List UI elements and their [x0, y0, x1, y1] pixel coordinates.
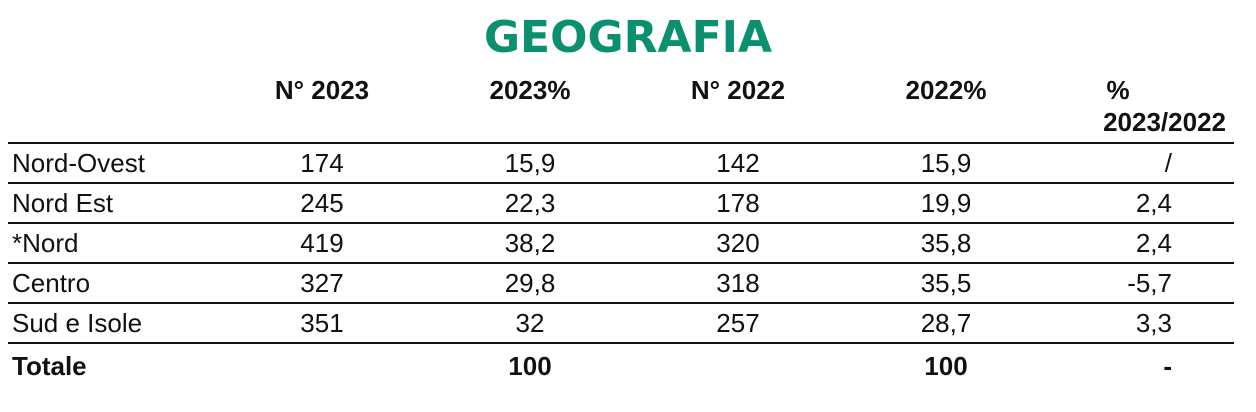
cell-n2023: 419	[218, 223, 426, 264]
cell-p2022: 19,9	[842, 183, 1050, 224]
cell-n2022: 142	[634, 143, 842, 184]
geography-table: N° 2023 2023% N° 2022 2022% % 2023/2022 …	[8, 70, 1234, 388]
total-cell-variation: -	[1163, 351, 1172, 381]
total-row: Totale 100 100 -	[8, 343, 1234, 388]
cell-p2023: 29,8	[426, 263, 634, 304]
cell-n2023: 351	[218, 303, 426, 344]
cell-n2022: 178	[634, 183, 842, 224]
column-header-variation: % 2023/2022	[1050, 70, 1234, 144]
table-row: Nord Est 245 22,3 178 19,9 2,4	[8, 183, 1234, 224]
table-row: Centro 327 29,8 318 35,5 -5,7	[8, 263, 1234, 304]
column-header-p2023: 2023%	[426, 70, 634, 144]
table-row: Sud e Isole 351 32 257 28,7 3,3	[8, 303, 1234, 344]
total-cell-p2023: 100	[508, 351, 552, 381]
cell-n2023: 327	[218, 263, 426, 304]
table-row: Nord-Ovest 174 15,9 142 15,9/	[8, 143, 1234, 184]
cell-variation: /	[1050, 143, 1234, 184]
row-label: Nord Est	[8, 183, 218, 224]
cell-p2022: 35,8	[842, 223, 1050, 264]
header-row: N° 2023 2023% N° 2022 2022% % 2023/2022	[8, 70, 1234, 144]
column-header-label	[8, 70, 218, 144]
cell-n2022: 257	[634, 303, 842, 344]
table-row: *Nord 419 38,2 320 35,8 2,4	[8, 223, 1234, 264]
cell-variation: 2,4	[1050, 223, 1234, 264]
row-label: Nord-Ovest	[8, 143, 218, 184]
table-title: GEOGRAFIA	[483, 12, 773, 63]
data-table-container: N° 2023 2023% N° 2022 2022% % 2023/2022 …	[8, 70, 1234, 388]
cell-p2022: 15,9	[842, 143, 1050, 184]
cell-n2022: 320	[634, 223, 842, 264]
cell-n2023: 174	[218, 143, 426, 184]
column-header-variation-line2: 2023/2022	[1103, 107, 1226, 137]
column-header-n2022: N° 2022	[634, 70, 842, 144]
cell-p2023: 15,9	[426, 143, 634, 184]
row-label: Centro	[8, 263, 218, 304]
total-cell-n2023	[218, 343, 426, 388]
cell-variation: -5,7	[1050, 263, 1234, 304]
total-cell-n2022	[634, 343, 842, 388]
column-header-n2023: N° 2023	[218, 70, 426, 144]
column-header-p2022: 2022%	[842, 70, 1050, 144]
cell-p2022: 35,5	[842, 263, 1050, 304]
cell-p2023: 22,3	[426, 183, 634, 224]
column-header-variation-line1: %	[1106, 75, 1130, 105]
total-cell-p2022: 100	[924, 351, 968, 381]
cell-variation: 2,4	[1050, 183, 1234, 224]
cell-p2023: 32	[426, 303, 634, 344]
cell-variation: 3,3	[1050, 303, 1234, 344]
total-row-label: Totale	[12, 351, 87, 381]
row-label: Sud e Isole	[8, 303, 218, 344]
cell-n2022: 318	[634, 263, 842, 304]
row-label: *Nord	[8, 223, 218, 264]
cell-p2023: 38,2	[426, 223, 634, 264]
cell-n2023: 245	[218, 183, 426, 224]
cell-p2022: 28,7	[842, 303, 1050, 344]
